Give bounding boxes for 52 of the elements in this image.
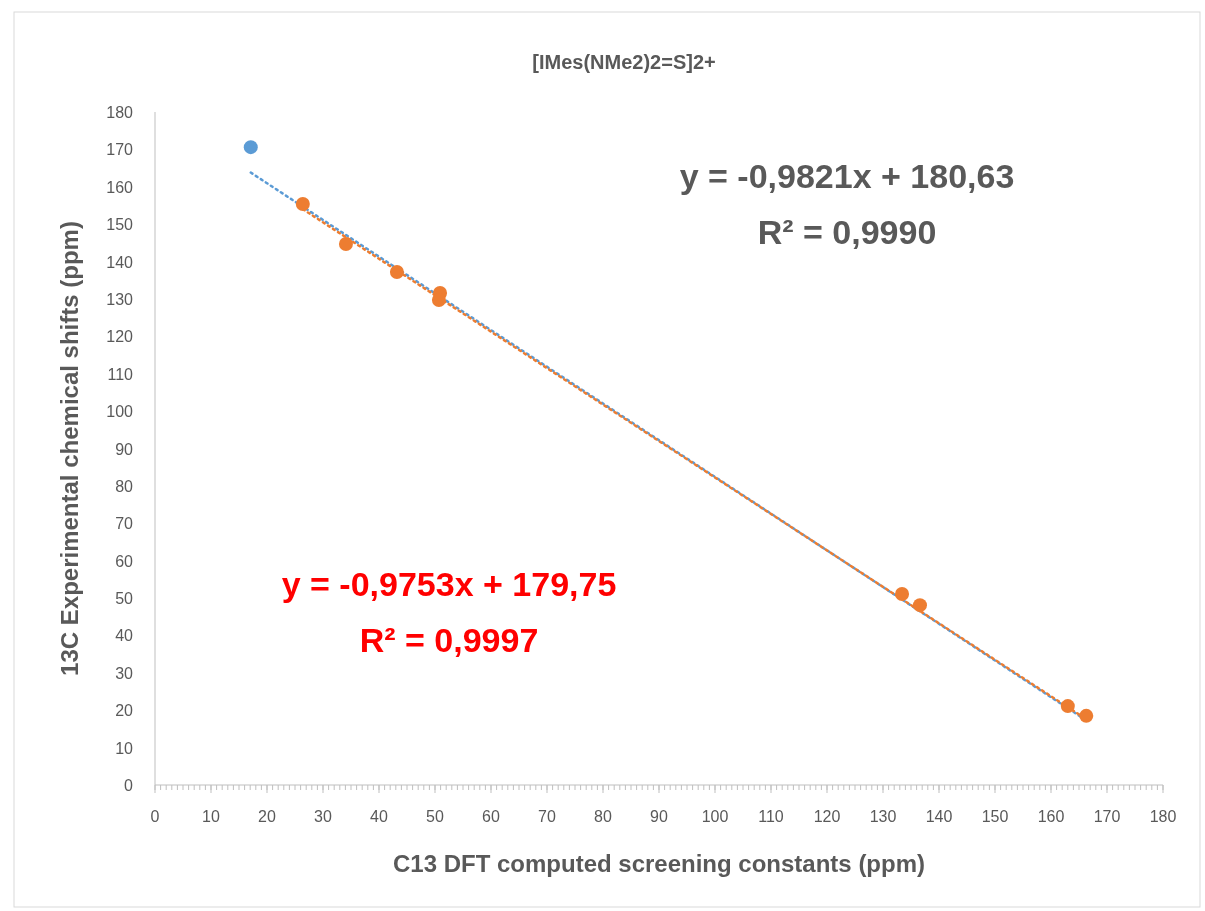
x-tick-label: 130 xyxy=(869,808,897,825)
x-tick-label: 80 xyxy=(594,808,612,825)
x-tick-label: 40 xyxy=(370,808,388,825)
y-tick-label: 50 xyxy=(115,590,134,608)
x-tick-label: 50 xyxy=(426,808,444,825)
y-tick-label: 140 xyxy=(106,253,134,271)
point xyxy=(389,265,404,280)
y-tick-label: 130 xyxy=(106,290,134,308)
x-tick-label: 170 xyxy=(1093,808,1121,825)
y-tick-label: 100 xyxy=(106,403,134,421)
point xyxy=(1079,708,1094,723)
y-tick-label: 40 xyxy=(115,627,134,645)
y-tick-label: 160 xyxy=(106,178,134,196)
x-tick-label: 70 xyxy=(538,808,556,825)
y-tick-label: 110 xyxy=(107,365,134,383)
y-tick-label: 120 xyxy=(106,328,134,346)
x-tick-label: 160 xyxy=(1037,808,1065,825)
y-tick-label: 20 xyxy=(115,702,134,720)
y-tick-label: 70 xyxy=(115,515,134,533)
x-axis-title: C13 DFT computed screening constants (ppm) xyxy=(392,850,926,877)
x-tick-label: 120 xyxy=(813,808,841,825)
x-tick-label: 60 xyxy=(482,808,500,825)
y-axis-title: 13C Experimental chemical shifts (ppm) xyxy=(56,221,83,676)
y-tick-label: 30 xyxy=(115,664,134,682)
point xyxy=(431,293,446,308)
x-tick-label: 90 xyxy=(650,808,668,825)
annotation: y = -0,9753x + 179,75 R² = 0,9997 xyxy=(281,565,617,659)
y-tick-label: 80 xyxy=(115,477,134,495)
point xyxy=(1060,699,1075,714)
y-tick-label: 90 xyxy=(115,440,134,458)
point xyxy=(295,196,310,211)
point xyxy=(895,586,910,601)
y-tick-label: 180 xyxy=(106,104,134,121)
x-tick-label: 110 xyxy=(758,808,784,825)
x-tick-label: 0 xyxy=(150,808,160,825)
x-tick-label: 10 xyxy=(202,808,220,825)
x-tick-label: 30 xyxy=(314,808,332,825)
x-tick-label: 20 xyxy=(258,808,276,825)
x-tick-label: 150 xyxy=(981,808,1009,825)
chart-title: [IMes(NMe2)2=S]2+ xyxy=(532,51,716,73)
y-tick-label: 0 xyxy=(124,777,134,794)
annotation: y = -0,9821x + 180,63 R² = 0,9990 xyxy=(679,157,1015,251)
point xyxy=(338,236,353,251)
x-tick-label: 140 xyxy=(925,808,953,825)
x-tick-label: 180 xyxy=(1149,808,1177,825)
point xyxy=(243,140,258,155)
y-tick-label: 170 xyxy=(106,141,134,159)
y-tick-label: 10 xyxy=(115,739,134,757)
y-tick-label: 150 xyxy=(106,216,134,234)
point xyxy=(912,598,927,613)
y-tick-label: 60 xyxy=(115,552,134,570)
x-tick-label: 100 xyxy=(701,808,729,825)
